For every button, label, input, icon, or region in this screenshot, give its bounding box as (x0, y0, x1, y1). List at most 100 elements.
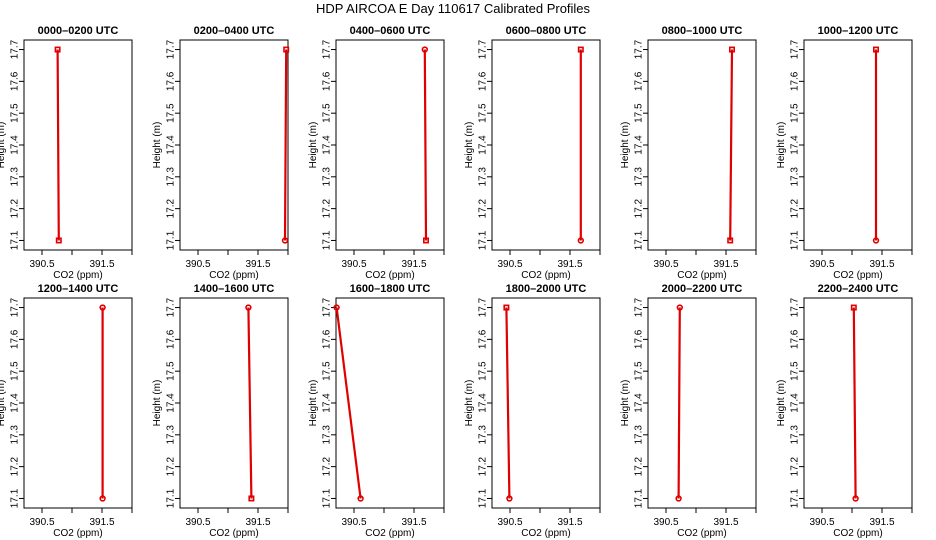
y-axis-label: Height (m) (0, 122, 7, 169)
y-tick-label: 17.4 (478, 135, 489, 155)
y-tick-label: 17.1 (166, 230, 177, 250)
data-point (852, 495, 859, 502)
profile-line (729, 49, 734, 241)
panel-title: 2000–2200 UTC (662, 283, 743, 295)
panel: 2200–2400 UTC 390.5 391.5 17.1 17.2 17.3 17.4 1… (776, 283, 913, 539)
y-tick-label: 17.6 (790, 329, 801, 349)
x-axis-label: CO2 (ppm) (521, 270, 570, 281)
y-tick-label: 17.2 (322, 198, 333, 218)
panel: 0000–0200 UTC 390.5 391.5 17.1 17.2 17.3 17.4 1… (0, 25, 133, 281)
y-tick-label: 17.3 (166, 167, 177, 187)
plot-frame (335, 297, 445, 509)
profile-line (335, 307, 362, 499)
y-tick-label: 17.6 (322, 329, 333, 349)
y-tick-label: 17.1 (478, 488, 489, 508)
y-tick-label: 17.1 (322, 230, 333, 250)
y-axis-label: Height (m) (152, 380, 163, 427)
panel-title: 1800–2000 UTC (506, 283, 587, 295)
y-tick-label: 17.1 (322, 488, 333, 508)
data-point (55, 237, 62, 244)
profile-line (423, 49, 428, 241)
plot-frame (803, 39, 913, 251)
y-tick-label: 17.2 (10, 456, 21, 476)
y-tick-label: 17.6 (166, 71, 177, 91)
panel-title: 1400–1600 UTC (194, 283, 275, 295)
y-tick-label: 17.6 (634, 71, 645, 91)
y-axis-label: Height (m) (464, 122, 475, 169)
panel: 1800–2000 UTC 390.5 391.5 17.1 17.2 17.3 17.4 1… (464, 283, 601, 539)
y-tick-label: 17.1 (634, 230, 645, 250)
y-tick-label: 17.2 (166, 456, 177, 476)
y-tick-label: 17.5 (166, 361, 177, 381)
data-point (281, 237, 289, 244)
profile-line (247, 307, 253, 499)
y-tick-label: 17.3 (634, 425, 645, 445)
x-tick-label: 391.5 (245, 259, 270, 270)
y-tick-label: 17.6 (322, 71, 333, 91)
y-tick-label: 17.7 (10, 297, 21, 317)
y-tick-label: 17.2 (634, 198, 645, 218)
y-tick-label: 17.7 (322, 297, 333, 317)
panel-title: 0400–0600 UTC (350, 25, 431, 37)
y-axis-label: Height (m) (308, 122, 319, 169)
x-axis-label: CO2 (ppm) (677, 528, 726, 539)
y-tick-label: 17.4 (478, 393, 489, 413)
x-tick-label: 391.5 (89, 517, 114, 528)
y-tick-label: 17.3 (322, 167, 333, 187)
profile-line (677, 307, 681, 499)
y-tick-label: 17.3 (790, 167, 801, 187)
plot-frame (23, 39, 133, 251)
y-tick-label: 17.1 (790, 230, 801, 250)
y-tick-label: 17.3 (634, 167, 645, 187)
y-tick-label: 17.6 (478, 329, 489, 349)
y-tick-label: 17.5 (322, 361, 333, 381)
plot-frame (335, 39, 445, 251)
x-tick-label: 390.5 (497, 259, 522, 270)
plot-frame (491, 39, 601, 251)
y-tick-label: 17.7 (10, 39, 21, 59)
panel-title: 1600–1800 UTC (350, 283, 431, 295)
x-axis-label: CO2 (ppm) (209, 528, 258, 539)
y-axis-label: Height (m) (152, 122, 163, 169)
y-tick-label: 17.2 (10, 198, 21, 218)
y-tick-label: 17.7 (790, 39, 801, 59)
data-point (245, 304, 252, 311)
panel: 0200–0400 UTC 390.5 391.5 17.1 17.2 17.3 17.4 1… (152, 25, 290, 281)
y-tick-label: 17.7 (478, 39, 489, 59)
x-tick-label: 391.5 (401, 259, 426, 270)
panel: 1600–1800 UTC 390.5 391.5 17.1 17.2 17.3 17.4 1… (308, 283, 445, 539)
y-tick-label: 17.5 (634, 361, 645, 381)
y-tick-label: 17.2 (790, 198, 801, 218)
x-axis-label: CO2 (ppm) (209, 270, 258, 281)
y-tick-label: 17.7 (634, 297, 645, 317)
data-point (729, 46, 736, 53)
data-point (872, 237, 880, 244)
data-point (421, 46, 429, 53)
y-tick-label: 17.7 (478, 297, 489, 317)
y-tick-label: 17.5 (790, 361, 801, 381)
y-tick-label: 17.1 (478, 230, 489, 250)
x-tick-label: 390.5 (29, 517, 54, 528)
x-axis-label: CO2 (ppm) (833, 270, 882, 281)
y-tick-label: 17.1 (790, 488, 801, 508)
panel: 1000–1200 UTC 390.5 391.5 17.1 17.2 17.3 17.4 1… (776, 25, 913, 281)
plot-frame (803, 297, 913, 509)
y-tick-label: 17.2 (166, 198, 177, 218)
data-point (577, 46, 584, 53)
x-tick-label: 391.5 (869, 517, 894, 528)
panel: 0400–0600 UTC 390.5 391.5 17.1 17.2 17.3 17.4 1… (308, 25, 445, 281)
x-axis-label: CO2 (ppm) (365, 528, 414, 539)
y-axis-label: Height (m) (620, 380, 631, 427)
y-tick-label: 17.4 (634, 393, 645, 413)
data-point (283, 46, 290, 53)
x-tick-label: 390.5 (29, 259, 54, 270)
data-point (850, 304, 857, 311)
profile-line (283, 49, 288, 241)
x-tick-label: 391.5 (401, 517, 426, 528)
y-tick-label: 17.1 (10, 488, 21, 508)
plot-frame (179, 39, 289, 251)
y-tick-label: 17.3 (322, 425, 333, 445)
data-point (676, 304, 683, 311)
y-tick-label: 17.6 (166, 329, 177, 349)
